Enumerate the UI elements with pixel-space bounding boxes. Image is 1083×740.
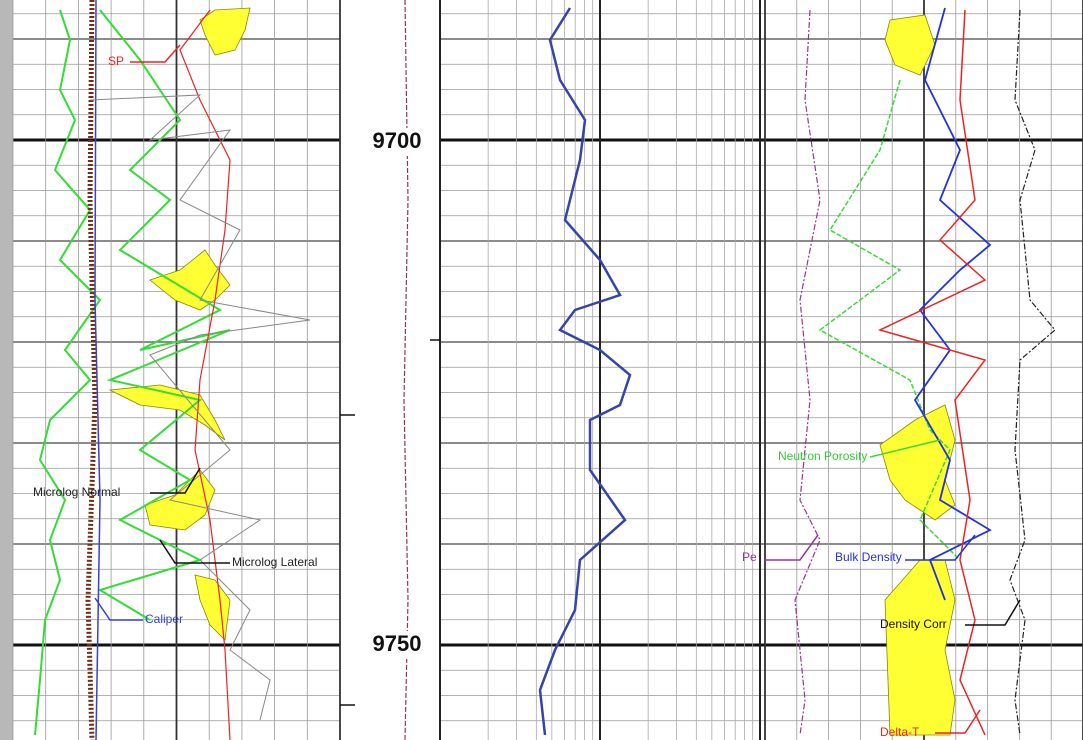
arrow: [150, 467, 201, 494]
curve-label: SP: [108, 54, 124, 68]
fill-area: [144, 469, 216, 531]
arrow: [869, 439, 941, 458]
brown-curve: [85, 0, 98, 740]
curve-label: Caliper: [145, 612, 183, 626]
arrow: [94, 597, 143, 621]
green-curve: [97, 9, 231, 621]
arrow: [159, 539, 230, 564]
arrow: [965, 599, 1021, 626]
depth-label: 9750: [373, 631, 422, 656]
delta-t-curve: [877, 9, 987, 736]
density-corr-curve: [1009, 9, 1056, 736]
grid: [12, 0, 1083, 740]
label-bg: [357, 631, 437, 659]
caliper-curve: [94, 0, 101, 740]
curve-label: Delta-T: [880, 725, 920, 739]
depth-label: 9700: [373, 128, 422, 153]
arrow: [130, 44, 181, 63]
curve-label: Microlog Lateral: [232, 555, 317, 569]
grey-curve: [89, 94, 311, 721]
curve-label: Microlog Normal: [33, 485, 120, 499]
bulk-density-curve: [913, 7, 992, 601]
pe-curve: [794, 9, 821, 736]
arrows: [94, 44, 1021, 734]
arrow: [905, 534, 976, 561]
left-edge: [0, 0, 13, 740]
green-curve: [34, 9, 102, 736]
fill-area: [879, 404, 956, 521]
sp-curve: [179, 9, 231, 740]
fill-area: [149, 249, 231, 311]
arrow: [935, 709, 981, 734]
curve-label: Bulk Density: [835, 550, 902, 564]
fill-area: [199, 7, 251, 56]
curve-label: Pe: [742, 550, 757, 564]
arrow: [765, 534, 819, 561]
fill-area: [884, 14, 936, 76]
blue-curve: [538, 7, 632, 736]
label-bg: [357, 128, 437, 156]
curves: [34, 0, 1056, 740]
curve-label: Neutron Porosity: [778, 449, 867, 463]
curve-label: Density Corr: [880, 617, 947, 631]
fill-area: [194, 574, 231, 641]
neutron-curve: [818, 79, 961, 561]
